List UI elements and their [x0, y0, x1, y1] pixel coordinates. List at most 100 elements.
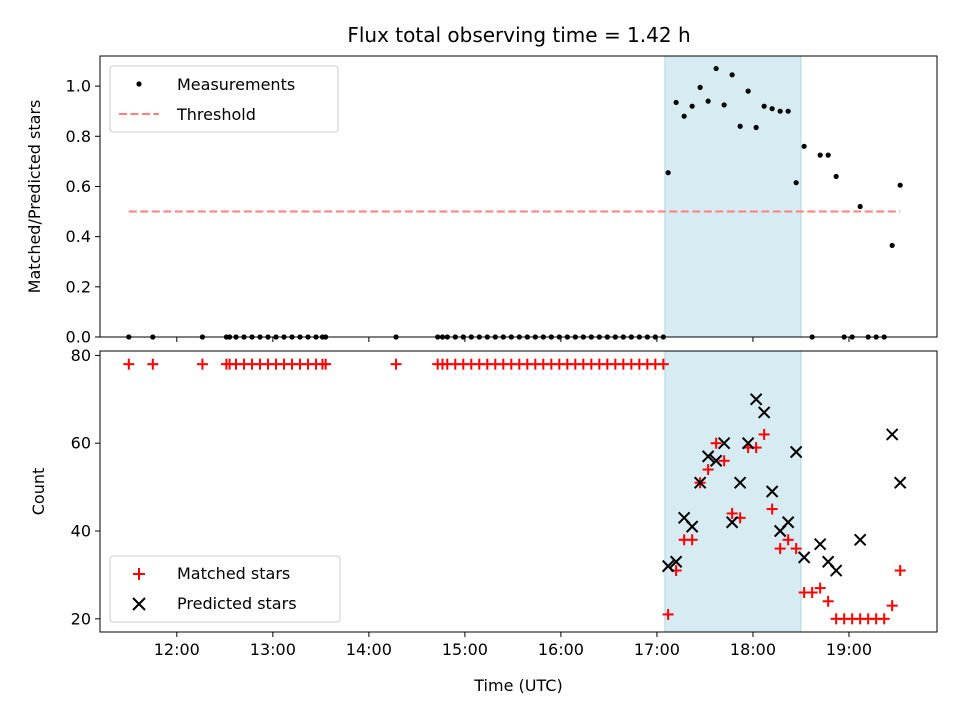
matched-star-point — [147, 358, 159, 370]
chart-title: Flux total observing time = 1.42 h — [347, 23, 690, 47]
measurement-point — [777, 108, 783, 114]
x-axis-label: Time (UTC) — [473, 676, 562, 695]
x-tick-label: 14:00 — [346, 640, 392, 659]
measurement-point — [833, 173, 839, 180]
y-tick-label: 0.2 — [66, 277, 91, 296]
measurement-point — [801, 143, 807, 149]
predicted-star-point — [709, 454, 723, 467]
x-tick-label: 13:00 — [250, 640, 296, 659]
predicted-star-point — [853, 533, 867, 547]
matched-star-point — [726, 507, 738, 519]
matched-star-point — [657, 358, 669, 370]
matched-star-point — [702, 464, 714, 476]
predicted-star-point — [749, 393, 763, 406]
bottom-y-axis-label: Count — [29, 468, 48, 516]
matched-star-point — [806, 586, 818, 598]
predicted-star-point — [725, 516, 739, 529]
matched-star-point — [886, 600, 898, 612]
measurement-point — [817, 152, 823, 158]
matched-star-point — [894, 565, 906, 577]
matched-star-point — [710, 437, 722, 449]
predicted-star-point — [693, 476, 707, 489]
top-legend: Measurements Threshold — [109, 65, 339, 133]
x-tick-label: 16:00 — [538, 640, 584, 659]
measurement-point — [761, 103, 767, 109]
bottom-legend: Matched stars Predicted stars — [109, 555, 341, 623]
matched-star-point — [196, 358, 208, 370]
measurement-point — [769, 106, 775, 112]
legend-label-measurements: Measurements — [177, 75, 295, 94]
matched-star-point — [774, 543, 786, 555]
measurement-point — [889, 242, 895, 249]
measurement-point — [897, 182, 903, 188]
bottom-series-layer — [123, 358, 907, 625]
measurement-point — [737, 123, 743, 129]
legend-marker-measurements — [136, 81, 142, 87]
top-x-ticks — [176, 337, 850, 342]
predicted-star-point — [661, 559, 675, 573]
matched-star-point — [686, 534, 698, 546]
measurement-point — [705, 98, 711, 104]
predicted-star-point — [813, 537, 827, 551]
bottom-axes-frame — [99, 350, 938, 633]
measurement-point — [673, 99, 679, 106]
measurement-point — [681, 113, 687, 119]
predicted-star-point — [885, 428, 899, 441]
measurement-point — [753, 124, 759, 131]
measurement-point — [857, 203, 863, 210]
matched-star-point — [766, 503, 778, 515]
measurement-point — [713, 65, 719, 72]
matched-star-point — [790, 543, 802, 555]
measurement-point — [689, 103, 695, 109]
predicted-star-point — [733, 476, 747, 489]
top-legend-box — [109, 65, 339, 133]
top-axes-frame — [99, 55, 938, 338]
matched-star-point — [123, 358, 135, 370]
matched-star-point — [782, 534, 794, 546]
matched-star-point — [814, 582, 826, 594]
top-y-ticks: 0.0 0.2 0.4 0.6 0.8 1.0 — [66, 77, 100, 347]
bottom-highlight-span — [664, 350, 802, 633]
predicted-star-point — [701, 450, 715, 463]
measurement-point — [785, 108, 791, 114]
y-tick-label: 80 — [71, 346, 91, 365]
measurement-point — [825, 152, 831, 158]
predicted-star-point — [797, 551, 811, 564]
predicted-star-point — [757, 406, 771, 419]
x-tick-label: 12:00 — [154, 640, 200, 659]
predicted-star-point — [765, 485, 779, 498]
top-panel: 0.0 0.2 0.4 0.6 0.8 1.0 Matched/Predicted sta… — [25, 55, 938, 347]
y-tick-label: 0.8 — [66, 127, 91, 146]
y-tick-label: 40 — [71, 522, 91, 541]
predicted-star-point — [669, 555, 683, 568]
y-tick-label: 0.0 — [66, 328, 91, 347]
predicted-star-point — [685, 520, 699, 533]
measurement-point — [665, 170, 671, 176]
predicted-star-point — [789, 445, 803, 459]
x-tick-label: 17:00 — [634, 640, 680, 659]
predicted-star-point — [717, 436, 731, 450]
y-tick-label: 1.0 — [66, 77, 91, 96]
x-tick-label: 19:00 — [826, 640, 872, 659]
top-series-layer — [126, 65, 903, 340]
y-tick-label: 0.4 — [66, 227, 91, 246]
matched-star-point — [758, 428, 770, 440]
top-highlight-span — [664, 55, 802, 338]
legend-label-predicted-stars: Predicted stars — [177, 594, 297, 613]
predicted-star-point — [741, 436, 755, 450]
y-tick-label: 60 — [71, 434, 91, 453]
matched-star-point — [878, 613, 890, 625]
predicted-star-point — [893, 476, 907, 489]
bottom-y-ticks: 20 40 60 80 — [71, 346, 100, 628]
observing-window-span — [664, 350, 802, 633]
y-tick-label: 20 — [71, 609, 91, 628]
bottom-x-ticks: 12:00 13:00 14:00 15:00 16:00 17:00 18:00 19:00 — [154, 632, 872, 659]
predicted-star-point — [829, 564, 843, 577]
measurement-point — [745, 88, 751, 94]
legend-label-matched-stars: Matched stars — [177, 564, 290, 583]
matched-star-point — [320, 358, 332, 370]
observing-window-span — [664, 55, 802, 338]
top-y-axis-label: Matched/Predicted stars — [25, 100, 44, 294]
y-tick-label: 0.6 — [66, 177, 91, 196]
